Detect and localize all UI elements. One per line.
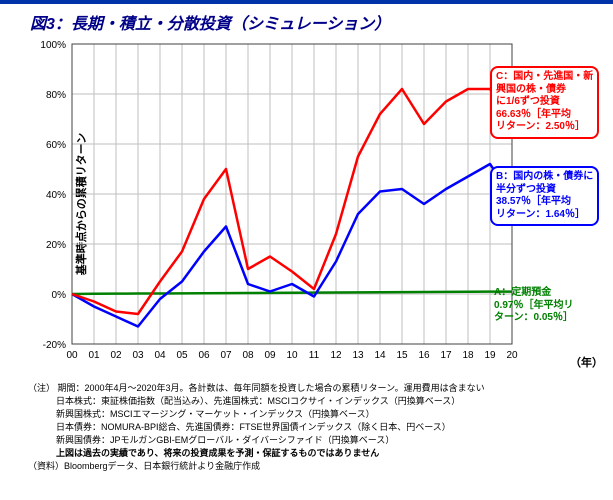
footnote-disclaimer: 上図は過去の実績であり、将来の投資成果を予測・保証するものではありません xyxy=(56,447,485,460)
svg-text:10: 10 xyxy=(286,350,298,361)
svg-text:18: 18 xyxy=(462,350,474,361)
line-chart: -20%0%20%40%60%80%100%000102030405060708… xyxy=(72,44,512,364)
svg-text:06: 06 xyxy=(198,350,210,361)
svg-text:15: 15 xyxy=(396,350,408,361)
series-annotation-C: C：国内・先進国・新興国の株・債券に1/6ずつ投資66.63％［年平均リターン：… xyxy=(490,66,599,139)
svg-text:19: 19 xyxy=(484,350,496,361)
svg-text:05: 05 xyxy=(176,350,188,361)
svg-text:40%: 40% xyxy=(46,190,66,201)
svg-text:100%: 100% xyxy=(40,40,66,51)
svg-text:01: 01 xyxy=(88,350,100,361)
svg-text:07: 07 xyxy=(220,350,232,361)
svg-text:04: 04 xyxy=(154,350,166,361)
chart-title: 図3：長期・積立・分散投資（シミュレーション） xyxy=(30,10,613,34)
svg-text:09: 09 xyxy=(264,350,276,361)
footnote-line: 日本株式：東証株価指数（配当込み）、先進国株式：MSCIコクサイ・インデックス（… xyxy=(56,395,485,408)
footnote-source: （資料）Bloombergデータ、日本銀行統計より金融庁作成 xyxy=(28,460,485,473)
footnotes: （注） 期間：2000年4月～2020年3月。各計数は、毎年同額を投資した場合の… xyxy=(28,382,485,473)
svg-text:17: 17 xyxy=(440,350,452,361)
svg-text:14: 14 xyxy=(374,350,386,361)
svg-text:12: 12 xyxy=(330,350,342,361)
footnote-line: 日本債券：NOMURA-BPI総合、先進国債券：FTSE世界国債インデックス（除… xyxy=(56,421,485,434)
svg-text:08: 08 xyxy=(242,350,254,361)
footnote-line: （注） 期間：2000年4月～2020年3月。各計数は、毎年同額を投資した場合の… xyxy=(28,382,485,395)
svg-text:13: 13 xyxy=(352,350,364,361)
series-annotation-A: A：定期預金0.97％［年平均リターン：0.05％］ xyxy=(490,284,577,328)
series-annotation-B: B：国内の株・債券に半分ずつ投資38.57％［年平均リターン：1.64％］ xyxy=(490,166,599,226)
svg-text:20: 20 xyxy=(506,350,518,361)
svg-text:16: 16 xyxy=(418,350,430,361)
svg-text:60%: 60% xyxy=(46,140,66,151)
svg-text:80%: 80% xyxy=(46,90,66,101)
footnote-line: 新興国債券：JPモルガンGBI-EMグローバル・ダイバーシファイド（円換算ベース… xyxy=(56,434,485,447)
x-axis-unit: （年） xyxy=(570,354,603,370)
svg-text:02: 02 xyxy=(110,350,122,361)
svg-text:0%: 0% xyxy=(52,290,67,301)
svg-text:20%: 20% xyxy=(46,240,66,251)
footnote-line: 新興国株式：MSCIエマージング・マーケット・インデックス（円換算ベース） xyxy=(56,408,485,421)
svg-text:03: 03 xyxy=(132,350,144,361)
svg-text:11: 11 xyxy=(309,350,320,361)
svg-text:00: 00 xyxy=(66,350,78,361)
svg-text:-20%: -20% xyxy=(43,340,66,351)
